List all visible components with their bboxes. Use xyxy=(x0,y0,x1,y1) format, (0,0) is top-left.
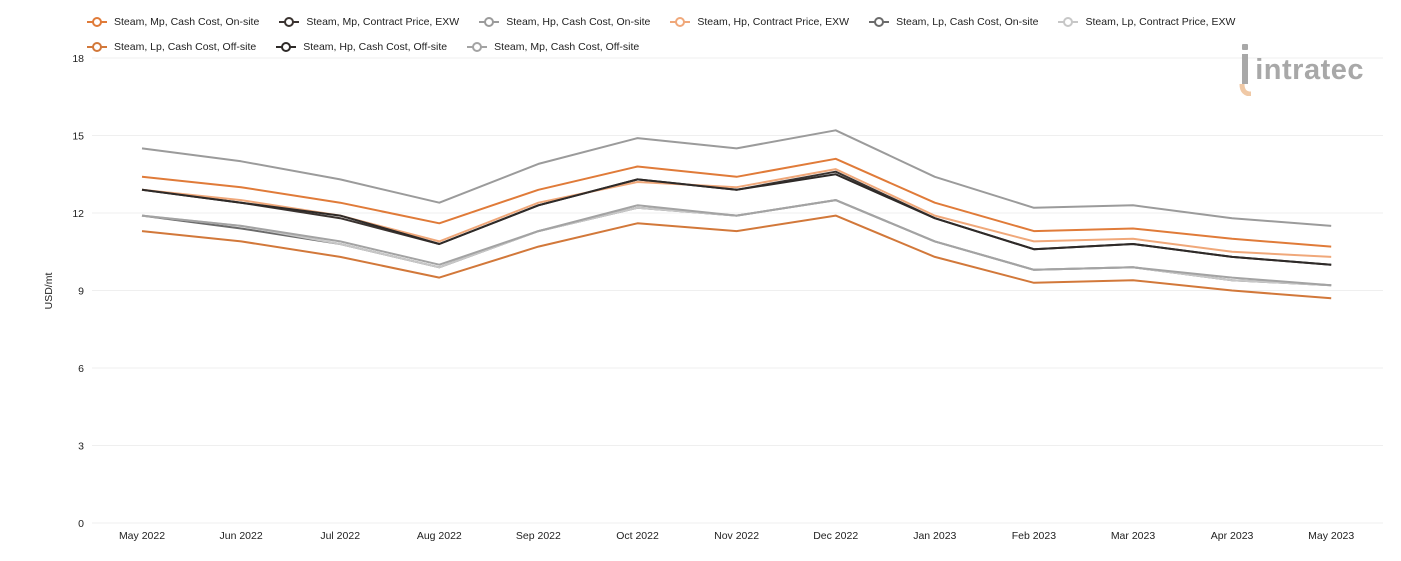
y-axis-title: USD/mt xyxy=(43,273,55,310)
intratec-logo: intratec xyxy=(1239,44,1364,96)
legend-item[interactable]: Steam, Hp, Contract Price, EXW xyxy=(669,14,849,30)
series-line-3[interactable] xyxy=(141,129,1332,227)
x-tick-label: Apr 2023 xyxy=(1211,530,1254,542)
y-tick-label: 0 xyxy=(78,518,84,530)
legend-item[interactable]: Steam, Mp, Cash Cost, On-site xyxy=(86,14,259,30)
legend-swatch-icon xyxy=(87,42,107,52)
y-axis-ticks: 0 3 6 9 12 15 18 xyxy=(72,53,84,530)
legend-label: Steam, Mp, Contract Price, EXW xyxy=(306,16,460,28)
legend-swatch-icon xyxy=(869,17,890,27)
x-tick-label: Jun 2022 xyxy=(219,530,262,542)
x-tick-label: Mar 2023 xyxy=(1111,530,1156,542)
legend-item[interactable]: Steam, Lp, Contract Price, EXW xyxy=(1057,14,1235,30)
x-tick-label: Aug 2022 xyxy=(417,530,462,542)
legend-item[interactable]: Steam, Mp, Contract Price, EXW xyxy=(278,14,459,30)
x-tick-label: Oct 2022 xyxy=(616,530,659,542)
series-line-8[interactable] xyxy=(141,173,1332,266)
legend-swatch-icon xyxy=(479,17,500,27)
legend-label: Steam, Hp, Cash Cost, Off-site xyxy=(303,41,448,53)
legend-label: Steam, Mp, Cash Cost, On-site xyxy=(114,16,260,28)
x-tick-label: Dec 2022 xyxy=(813,530,858,542)
legend-swatch-icon xyxy=(1058,17,1079,27)
legend-item[interactable]: Steam, Lp, Cash Cost, Off-site xyxy=(86,39,256,55)
series-line-9[interactable] xyxy=(141,199,1332,287)
legend-label: Steam, Lp, Cash Cost, On-site xyxy=(896,16,1039,28)
legend-label: Steam, Lp, Contract Price, EXW xyxy=(1085,16,1236,28)
legend-label: Steam, Mp, Cash Cost, Off-site xyxy=(494,41,640,53)
logo-text: intratec xyxy=(1255,53,1364,86)
y-tick-label: 18 xyxy=(72,53,84,65)
x-tick-label: Nov 2022 xyxy=(714,530,759,542)
series-line-7[interactable] xyxy=(141,214,1332,300)
legend-swatch-icon xyxy=(276,42,297,52)
series-lines xyxy=(141,129,1332,300)
legend-label: Steam, Hp, Contract Price, EXW xyxy=(697,16,850,28)
legend-item[interactable]: Steam, Mp, Cash Cost, Off-site xyxy=(466,39,639,55)
legend-item[interactable]: Steam, Hp, Cash Cost, Off-site xyxy=(275,39,447,55)
x-tick-label: Sep 2022 xyxy=(516,530,561,542)
logo-mark-icon xyxy=(1239,44,1252,96)
legend-swatch-icon xyxy=(87,17,107,27)
y-tick-label: 15 xyxy=(72,131,84,143)
legend-item[interactable]: Steam, Hp, Cash Cost, On-site xyxy=(478,14,650,30)
x-tick-label: Jan 2023 xyxy=(913,530,956,542)
legend-swatch-icon xyxy=(670,17,691,27)
y-tick-label: 6 xyxy=(78,363,84,375)
y-tick-label: 3 xyxy=(78,441,84,453)
legend-swatch-icon xyxy=(467,42,488,52)
gridlines xyxy=(92,57,1383,524)
x-tick-label: Jul 2022 xyxy=(320,530,360,542)
x-axis-ticks: May 2022 Jun 2022 Jul 2022 Aug 2022 Sep 2022… xyxy=(119,530,1354,542)
series-line-2[interactable] xyxy=(141,170,1332,266)
x-tick-label: May 2022 xyxy=(119,530,165,542)
legend-label: Steam, Hp, Cash Cost, On-site xyxy=(506,16,651,28)
legend-swatch-icon xyxy=(279,17,300,27)
x-tick-label: May 2023 xyxy=(1308,530,1354,542)
legend-label: Steam, Lp, Cash Cost, Off-site xyxy=(114,41,257,53)
y-tick-label: 12 xyxy=(72,208,84,220)
legend-item[interactable]: Steam, Lp, Cash Cost, On-site xyxy=(868,14,1038,30)
legend: Steam, Mp, Cash Cost, On-site Steam, Mp, … xyxy=(86,14,1376,55)
series-line-1[interactable] xyxy=(141,157,1332,248)
y-tick-label: 9 xyxy=(78,286,84,298)
x-tick-label: Feb 2023 xyxy=(1012,530,1057,542)
